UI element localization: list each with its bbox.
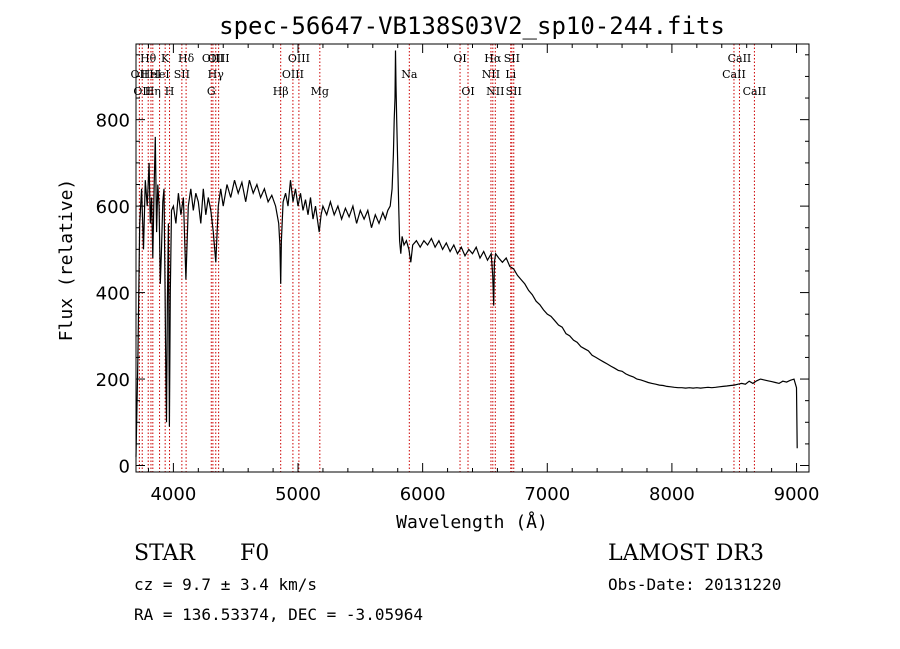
line-label: NII <box>482 68 500 81</box>
line-label: CaII <box>722 68 746 81</box>
line-label: Li <box>505 68 516 81</box>
line-label: OIII <box>202 52 224 65</box>
plot-frame <box>135 43 810 473</box>
line-label: OI <box>453 52 466 65</box>
line-label: SII <box>174 68 190 81</box>
class-label: STAR <box>134 541 196 566</box>
line-label: Hη <box>145 85 161 98</box>
line-label: SII <box>504 52 520 65</box>
y-tick-label: 600 <box>96 197 130 218</box>
line-label: K <box>161 52 170 65</box>
x-axis-ticks: 4000 5000 6000 7000 8000 9000 <box>147 44 820 505</box>
line-label: G <box>207 85 216 98</box>
line-label: Na <box>401 68 418 81</box>
spectral-line-markers <box>138 44 755 472</box>
line-label: CaII <box>728 52 752 65</box>
chart-title: spec-56647-VB138S03V2_sp10-244.fits <box>219 12 725 40</box>
line-label: CaII <box>743 85 767 98</box>
spectrum-line <box>135 50 798 457</box>
line-label: OII <box>133 85 151 98</box>
x-tick-label: 4000 <box>150 484 196 505</box>
line-label: OIII <box>208 52 230 65</box>
y-tick-label: 0 <box>119 457 130 478</box>
subclass-label: F0 <box>240 541 269 566</box>
obs-date: Obs-Date: 20131220 <box>608 575 781 594</box>
y-tick-label: 200 <box>96 370 130 391</box>
line-label: OII <box>131 68 149 81</box>
spectral-line-labels: OIIOIIHθHeIHηHeIKHSIIHδGOIIIHγOIIIHβOIII… <box>131 52 767 98</box>
line-label: Hδ <box>178 52 195 65</box>
x-tick-label: 7000 <box>524 484 570 505</box>
line-label: H <box>165 85 175 98</box>
survey-label: LAMOST DR3 <box>608 541 764 566</box>
line-label: Hθ <box>140 52 157 65</box>
x-tick-label: 9000 <box>774 484 820 505</box>
cz-readout: cz = 9.7 ± 3.4 km/s <box>134 575 317 594</box>
line-label: HeI <box>141 68 161 81</box>
line-label: OIII <box>288 52 310 65</box>
line-label: Hγ <box>208 68 225 81</box>
coordinates: RA = 136.53374, DEC = -3.05964 <box>134 605 423 624</box>
line-label: Hβ <box>273 85 289 98</box>
line-label: OIII <box>282 68 304 81</box>
x-tick-label: 6000 <box>400 484 446 505</box>
y-axis-ticks: 0 200 400 600 800 <box>96 54 809 478</box>
y-tick-label: 400 <box>96 284 130 305</box>
line-label: HeI <box>149 68 169 81</box>
line-label: SII <box>506 85 522 98</box>
x-tick-label: 5000 <box>275 484 321 505</box>
x-axis-label: Wavelength (Å) <box>396 511 548 533</box>
line-label: Hα <box>484 52 502 65</box>
line-label: Mg <box>311 85 329 98</box>
line-label: OI <box>461 85 474 98</box>
line-label: NII <box>486 85 504 98</box>
y-tick-label: 800 <box>96 111 130 132</box>
y-axis-label: Flux (relative) <box>56 179 77 342</box>
x-tick-label: 8000 <box>649 484 695 505</box>
